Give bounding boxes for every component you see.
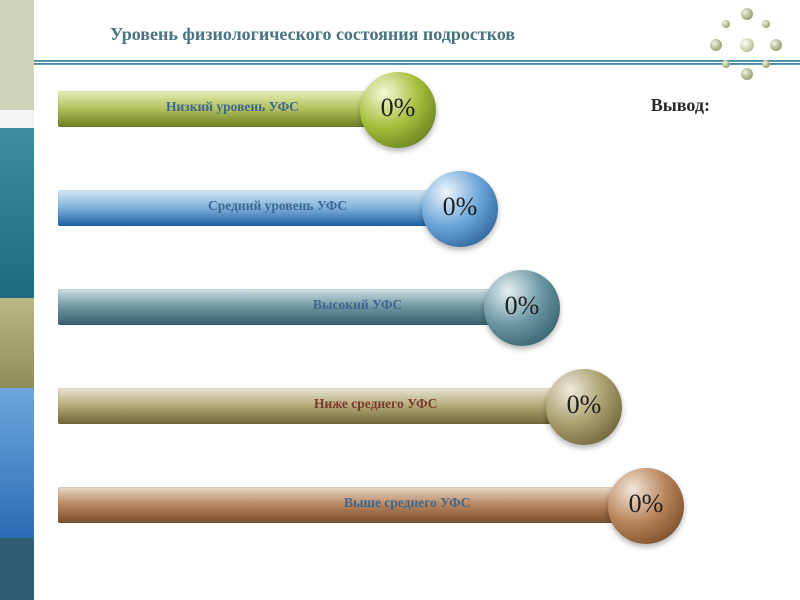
- chart-row: Высокий УФС 0%: [58, 283, 770, 331]
- chart-ball-value: 0%: [629, 489, 664, 519]
- chart-ball: 0%: [422, 171, 498, 247]
- chart-row: Ниже среднего УФС 0%: [58, 382, 770, 430]
- chart-ball-value: 0%: [567, 390, 602, 420]
- chart-row: Выше среднего УФС 0%: [58, 481, 770, 529]
- chart-row: Низкий уровень УФС 0%: [58, 85, 770, 133]
- slide: Уровень физиологического состояния подро…: [0, 0, 800, 600]
- asterisk-icon: [710, 8, 782, 80]
- chart-rows: Низкий уровень УФС 0% Средний уровень УФС 0…: [58, 85, 770, 580]
- chart-ball: 0%: [546, 369, 622, 445]
- chart-bar: [58, 289, 512, 325]
- left-stripe: [0, 0, 34, 600]
- chart-ball: 0%: [360, 72, 436, 148]
- chart-bar-label: Ниже среднего УФС: [314, 396, 437, 412]
- chart-ball: 0%: [608, 468, 684, 544]
- divider: [34, 60, 800, 62]
- chart-bar-label: Низкий уровень УФС: [166, 99, 299, 115]
- page-title: Уровень физиологического состояния подро…: [110, 24, 600, 45]
- divider: [34, 63, 800, 65]
- chart-bar-label: Выше среднего УФС: [344, 495, 470, 511]
- chart-ball-value: 0%: [505, 291, 540, 321]
- chart-bar-label: Средний уровень УФС: [208, 198, 347, 214]
- chart-bar-label: Высокий УФС: [313, 297, 402, 313]
- chart-ball-value: 0%: [381, 93, 416, 123]
- chart-ball-value: 0%: [443, 192, 478, 222]
- chart-ball: 0%: [484, 270, 560, 346]
- chart-row: Средний уровень УФС 0%: [58, 184, 770, 232]
